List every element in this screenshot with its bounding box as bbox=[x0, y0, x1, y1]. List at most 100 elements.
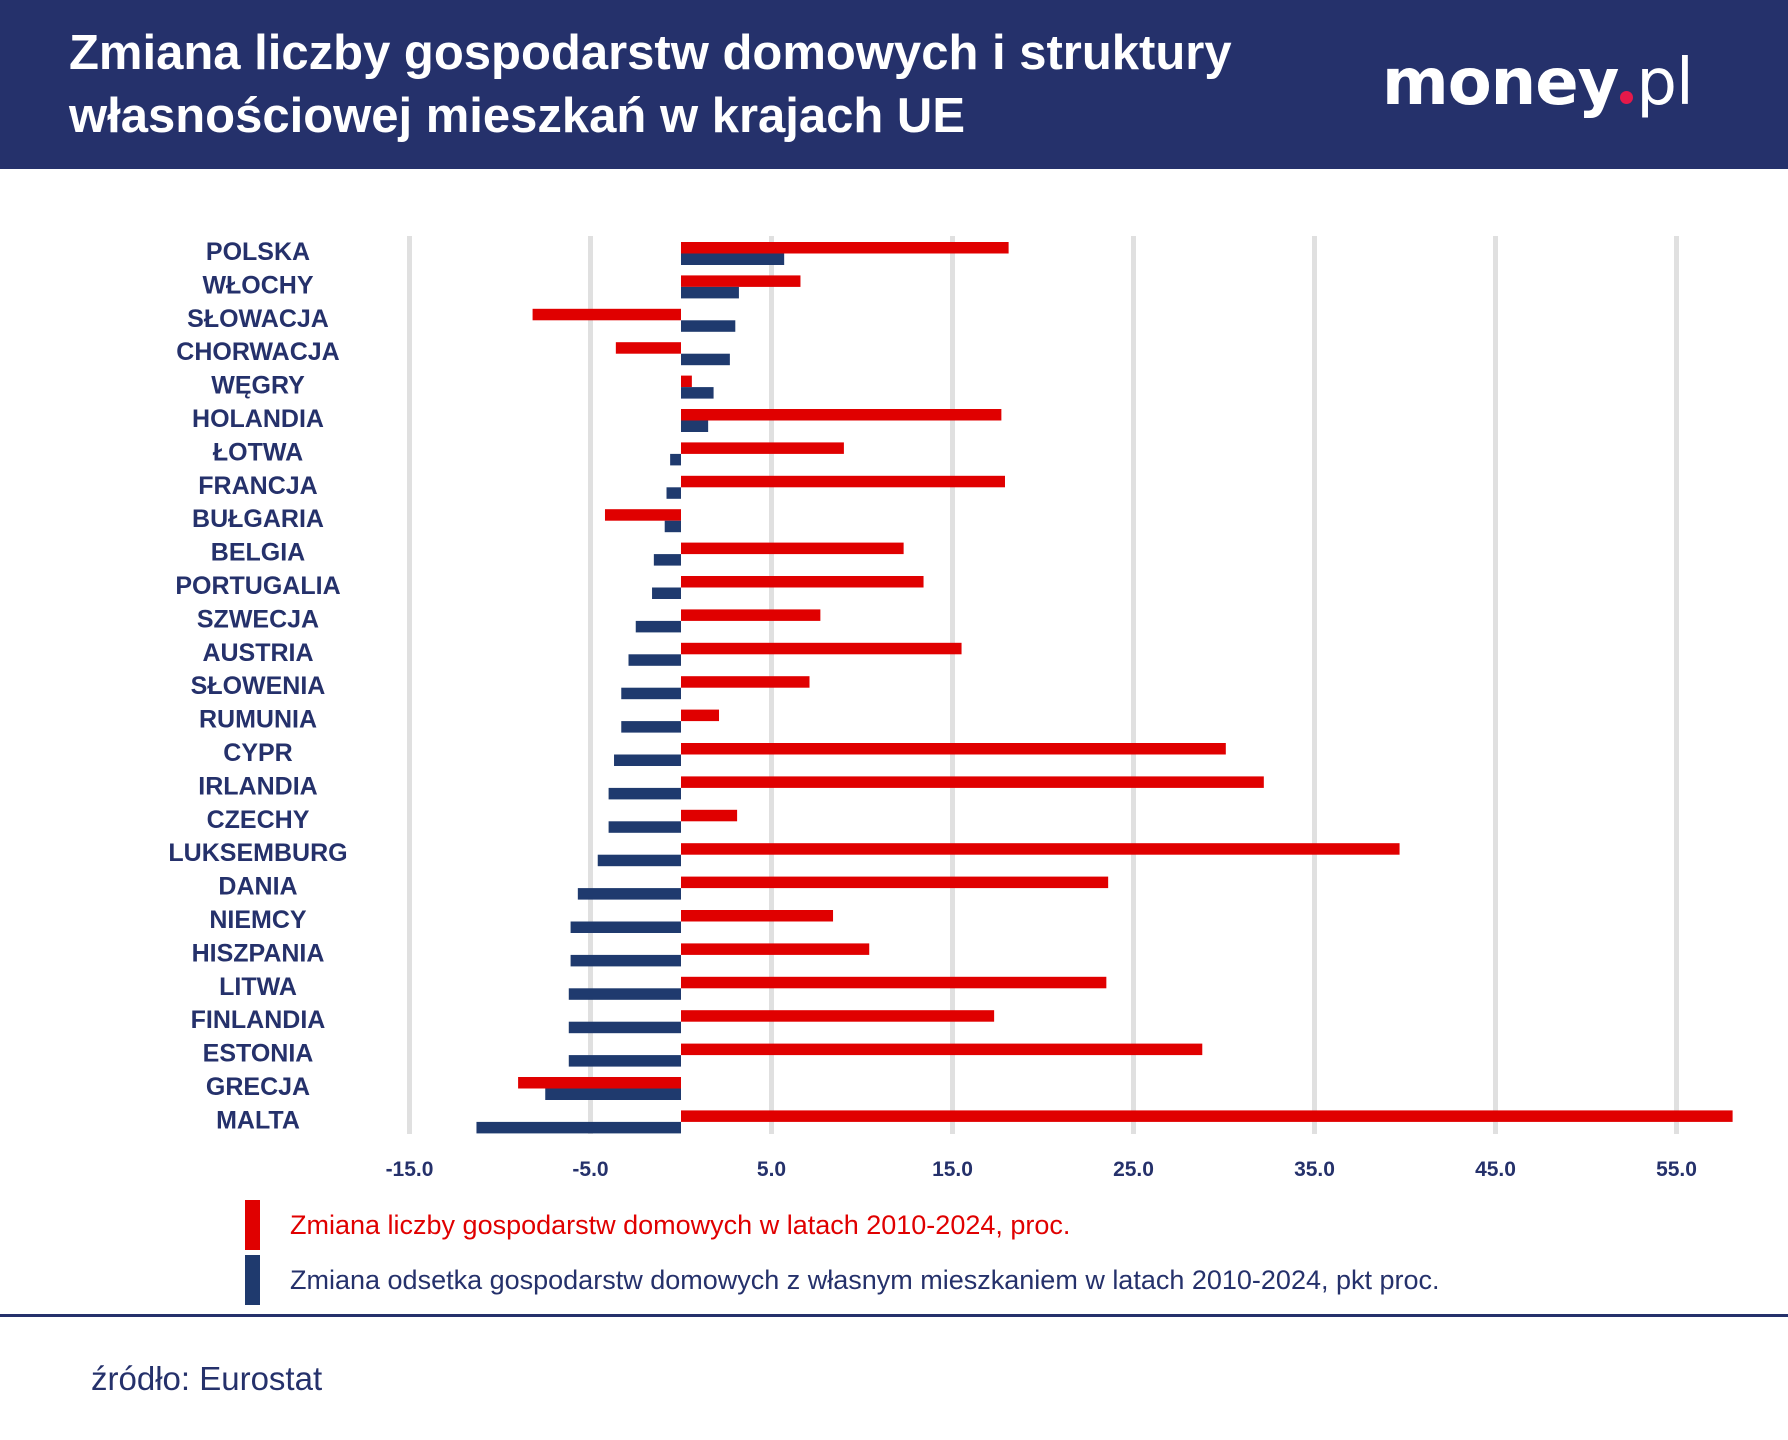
bar-households bbox=[681, 1043, 1203, 1056]
bar-chart: -15.0 -5.0 5.0 15.0 25.0 35.0 45.0 55.0 POLSKA WŁ… bbox=[168, 236, 1733, 1181]
bar-households bbox=[681, 743, 1226, 755]
bar-ownership bbox=[614, 754, 681, 766]
bar-households bbox=[681, 1110, 1733, 1122]
category-label: LUKSEMBURG bbox=[168, 839, 347, 867]
bar-ownership bbox=[653, 554, 681, 566]
bar-ownership bbox=[608, 821, 681, 833]
legend-item-ownership: Zmiana odsetka gospodarstw domowych z wł… bbox=[245, 1254, 1440, 1306]
gridline bbox=[1312, 236, 1317, 1134]
header: Zmiana liczby gospodarstw domowych i str… bbox=[0, 0, 1788, 169]
category-label: IRLANDIA bbox=[198, 772, 317, 800]
source-note: źródło: Eurostat bbox=[91, 1360, 323, 1397]
category-label: BELGIA bbox=[211, 539, 305, 567]
title-line-2: własnościowej mieszkań w krajach UE bbox=[69, 89, 965, 143]
category-label: LITWA bbox=[219, 973, 297, 1001]
bar-households bbox=[681, 442, 844, 454]
gridline bbox=[1674, 236, 1679, 1134]
category-label: DANIA bbox=[218, 873, 297, 901]
category-label: NIEMCY bbox=[209, 906, 307, 934]
category-label: MALTA bbox=[216, 1106, 300, 1134]
divider bbox=[0, 1314, 1788, 1317]
bar-households bbox=[681, 809, 738, 822]
bar-ownership bbox=[621, 721, 681, 733]
bar-ownership bbox=[681, 387, 714, 399]
x-tick-label: 35.0 bbox=[1294, 1158, 1335, 1181]
bar-ownership bbox=[570, 921, 681, 933]
gridline bbox=[407, 236, 412, 1134]
bar-ownership bbox=[628, 654, 681, 666]
bar-households bbox=[681, 242, 1009, 254]
x-tick-label: -15.0 bbox=[386, 1158, 434, 1181]
category-label: ŁOTWA bbox=[213, 438, 303, 466]
bar-ownership bbox=[545, 1088, 681, 1100]
category-label: CZECHY bbox=[207, 806, 310, 834]
money-pl-logo: money pl bbox=[1382, 46, 1694, 120]
bar-households bbox=[681, 475, 1005, 488]
category-label: GRECJA bbox=[206, 1073, 310, 1101]
category-label: HOLANDIA bbox=[192, 405, 324, 433]
gridline bbox=[1131, 236, 1136, 1134]
gridline bbox=[950, 236, 955, 1134]
bar-households bbox=[681, 876, 1109, 889]
bar-ownership bbox=[664, 520, 681, 533]
category-label: BUŁGARIA bbox=[192, 505, 324, 533]
bar-ownership bbox=[568, 1021, 681, 1034]
bar-households bbox=[681, 709, 720, 722]
x-tick-label: 15.0 bbox=[932, 1158, 973, 1181]
category-label: FINLANDIA bbox=[191, 1006, 326, 1034]
bar-households bbox=[681, 910, 834, 922]
bar-households bbox=[532, 308, 681, 321]
category-label: ESTONIA bbox=[203, 1040, 314, 1068]
bar-ownership bbox=[666, 487, 681, 499]
bar-households bbox=[681, 943, 870, 955]
bar-households bbox=[681, 676, 810, 688]
bar-ownership bbox=[681, 253, 785, 265]
bar-ownership bbox=[577, 888, 681, 900]
category-label: SŁOWACJA bbox=[187, 305, 329, 333]
x-tick-label: 45.0 bbox=[1475, 1158, 1516, 1181]
category-label: PORTUGALIA bbox=[175, 572, 340, 600]
legend-swatch-blue bbox=[245, 1255, 260, 1305]
bar-ownership bbox=[681, 286, 739, 299]
bar-households bbox=[681, 542, 904, 555]
bar-households bbox=[604, 509, 681, 521]
x-tick-label: -5.0 bbox=[572, 1158, 608, 1181]
bar-ownership bbox=[570, 954, 681, 967]
bar-households bbox=[518, 1077, 681, 1089]
legend-label: Zmiana odsetka gospodarstw domowych z wł… bbox=[290, 1264, 1440, 1295]
category-label: SZWECJA bbox=[197, 605, 319, 633]
category-label: WŁOCHY bbox=[202, 271, 313, 299]
category-label: RUMUNIA bbox=[199, 706, 317, 734]
x-tick-label: 55.0 bbox=[1656, 1158, 1697, 1181]
bar-ownership bbox=[568, 1055, 681, 1067]
bar-ownership bbox=[476, 1121, 681, 1134]
title-line-1: Zmiana liczby gospodarstw domowych i str… bbox=[69, 26, 1232, 80]
bar-households bbox=[615, 342, 681, 354]
bar-ownership bbox=[681, 353, 730, 366]
category-label: AUSTRIA bbox=[202, 639, 313, 667]
bar-households bbox=[681, 776, 1264, 788]
bar-ownership bbox=[635, 620, 681, 633]
bar-households bbox=[681, 843, 1400, 855]
category-label: CYPR bbox=[223, 739, 292, 767]
legend-label: Zmiana liczby gospodarstw domowych w lat… bbox=[290, 1209, 1071, 1240]
bar-households bbox=[681, 642, 962, 655]
bar-households bbox=[681, 609, 821, 621]
gridline bbox=[1493, 236, 1498, 1134]
bar-households bbox=[681, 375, 692, 388]
chart-title: Zmiana liczby gospodarstw domowych i str… bbox=[69, 22, 1369, 148]
bar-households bbox=[681, 275, 801, 287]
bar-households bbox=[681, 1010, 995, 1022]
bar-ownership bbox=[621, 687, 681, 700]
bar-ownership bbox=[681, 320, 736, 332]
bar-ownership bbox=[670, 453, 681, 466]
bar-households bbox=[681, 976, 1107, 989]
category-label: SŁOWENIA bbox=[191, 672, 326, 700]
category-label: HISZPANIA bbox=[192, 939, 325, 967]
x-tick-label: 5.0 bbox=[757, 1158, 786, 1181]
bar-ownership bbox=[681, 420, 709, 432]
bar-ownership bbox=[608, 787, 681, 800]
category-label: CHORWACJA bbox=[176, 338, 339, 366]
category-label: POLSKA bbox=[206, 238, 310, 266]
category-label: WĘGRY bbox=[211, 372, 305, 400]
